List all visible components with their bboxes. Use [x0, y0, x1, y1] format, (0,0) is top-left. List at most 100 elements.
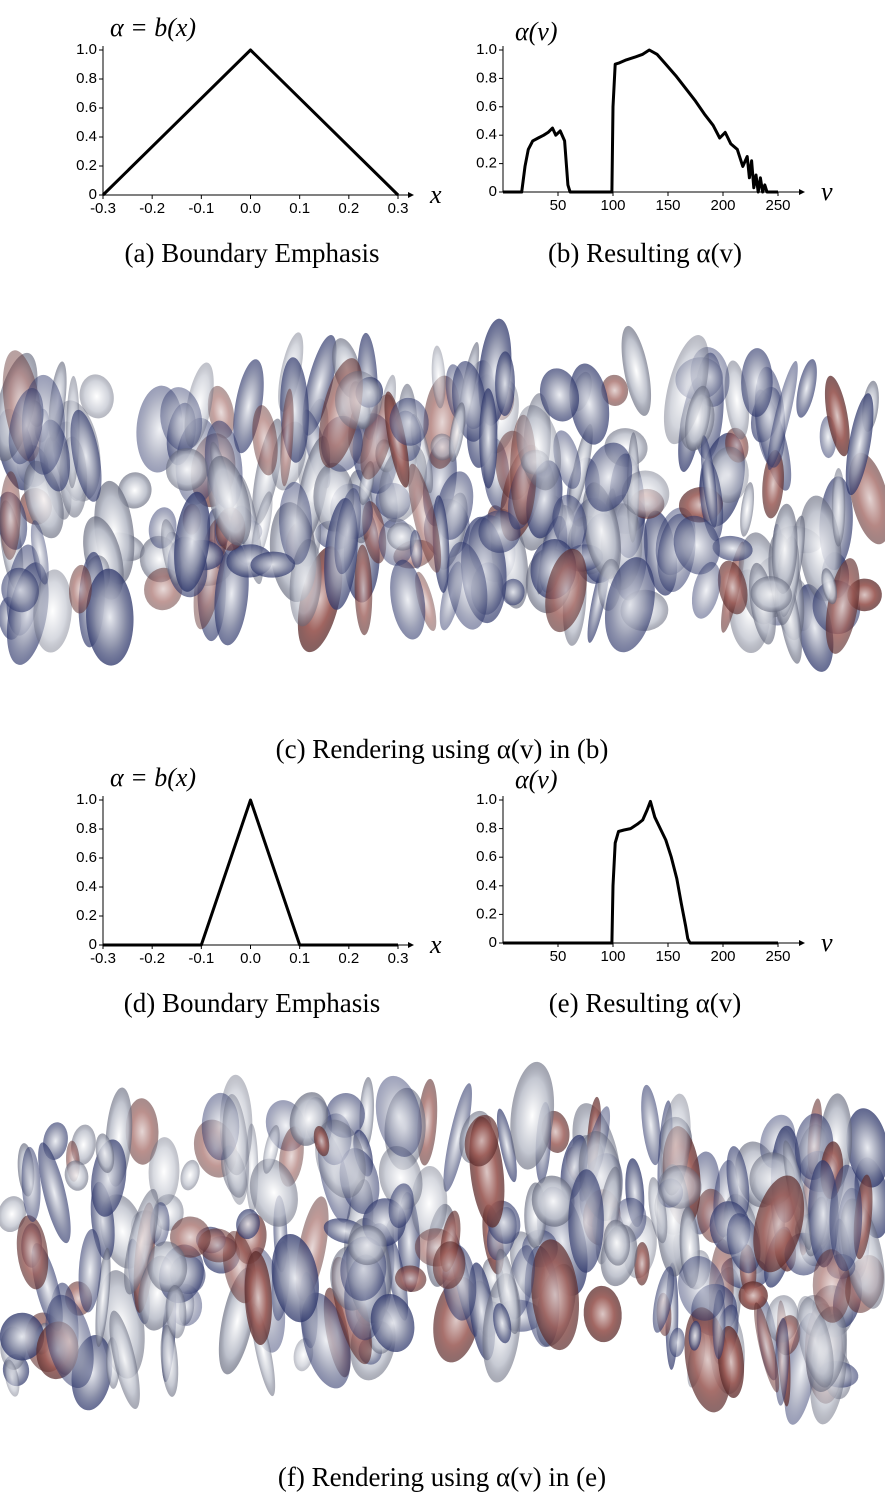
- rendering-blob: [207, 455, 252, 546]
- rendering-blob: [601, 374, 629, 406]
- rendering-blob: [740, 482, 755, 537]
- y-tick-label: 0.8: [476, 820, 497, 837]
- x-axis-label: x: [429, 930, 442, 959]
- y-tick-label: 0.2: [76, 907, 97, 924]
- rendering-blob: [762, 449, 784, 519]
- rendering-blob: [165, 1285, 187, 1339]
- y-tick-label: 0.4: [476, 126, 497, 143]
- y-tick-label: 0.4: [476, 877, 497, 894]
- rendering-blob: [354, 544, 373, 636]
- x-tick-label: 0.1: [289, 200, 310, 217]
- x-tick-label: 0.3: [388, 950, 409, 967]
- x-tick-label: -0.1: [188, 950, 214, 967]
- rendering-blob: [432, 1241, 466, 1289]
- rendering-blob: [738, 1281, 768, 1310]
- rendering-blob: [495, 1248, 520, 1335]
- rendering-blob: [388, 1183, 414, 1228]
- rendering: [0, 318, 885, 672]
- rendering-blob: [64, 1160, 89, 1191]
- x-tick-label: -0.2: [139, 950, 165, 967]
- rendering-blob: [78, 1228, 102, 1313]
- rendering-blob: [236, 1208, 260, 1240]
- rendering-blob: [657, 1165, 702, 1209]
- rendering-blob: [271, 1233, 319, 1323]
- rendering-blob: [68, 564, 92, 614]
- rendering-blob: [669, 1327, 685, 1358]
- rendering-blob: [663, 335, 709, 445]
- rendering-blob: [493, 1303, 512, 1344]
- rendering-blob: [180, 1159, 200, 1191]
- rendering-blob: [169, 1216, 211, 1258]
- rendering-blob: [726, 1213, 761, 1274]
- rendering-blob: [0, 1312, 45, 1361]
- rendering-blob: [501, 578, 525, 606]
- rendering-blob: [831, 468, 846, 547]
- rendering-blob: [148, 1137, 180, 1206]
- chart: α = b(x) x (a) Boundary Emphasis 0 0.2 0.4 0.6…: [76, 13, 442, 268]
- chart-caption: (d) Boundary Emphasis: [124, 988, 380, 1018]
- rendering-blob: [279, 481, 312, 565]
- y-tick-label: 0: [489, 934, 497, 951]
- rendering-blob: [124, 1188, 159, 1295]
- x-tick-label: 150: [655, 197, 680, 214]
- rendering-blob: [125, 1098, 159, 1165]
- rendering-blob: [621, 470, 670, 518]
- rendering-blob: [753, 1175, 805, 1273]
- rendering-blob: [4, 1359, 20, 1397]
- y-tick-label: 0.4: [76, 878, 97, 895]
- rendering-blob: [347, 1225, 387, 1266]
- rendering-blob: [38, 1142, 71, 1244]
- y-tick-label: 1.0: [76, 41, 97, 58]
- rendering-blob: [717, 560, 748, 615]
- rendering-blob: [359, 1077, 374, 1150]
- rendering-blob: [641, 1084, 661, 1166]
- rendering-blob: [516, 405, 562, 491]
- y-tick-label: 0.6: [76, 99, 97, 116]
- rendering-blob: [688, 1320, 702, 1351]
- rendering-blob: [370, 1293, 415, 1353]
- y-tick-label: 1.0: [476, 41, 497, 58]
- y-tick-label: 0: [89, 186, 97, 203]
- x-tick-label: 250: [765, 197, 790, 214]
- rendering-blob: [726, 1146, 750, 1218]
- rendering-blob: [95, 1133, 115, 1173]
- rendering-blob: [244, 1250, 273, 1346]
- rendering-blob: [280, 388, 294, 487]
- rendering-blob: [583, 1285, 622, 1343]
- x-tick-label: 0.0: [240, 200, 261, 217]
- chart-title: α = b(x): [110, 763, 196, 792]
- rendering-blob: [174, 491, 211, 592]
- rendering-blob: [79, 374, 114, 419]
- rendering-blob: [678, 1256, 725, 1321]
- y-tick-label: 0.8: [476, 69, 497, 86]
- x-tick-label: 0.1: [289, 950, 310, 967]
- x-tick-label: 0.0: [240, 950, 261, 967]
- rendering-blob: [539, 368, 580, 422]
- rendering-blob: [21, 1146, 41, 1222]
- rendering-blob: [8, 387, 44, 465]
- rendering-blob: [585, 442, 633, 512]
- figure-caption: (f) Rendering using α(v) in (e): [278, 1462, 606, 1492]
- rendering-blob: [448, 402, 466, 463]
- rendering-blob: [846, 1108, 885, 1188]
- rendering-blob: [109, 1310, 140, 1410]
- x-tick-label: 100: [600, 948, 625, 965]
- x-axis-label: x: [429, 180, 442, 209]
- axis-arrow: [799, 940, 805, 946]
- rendering-blob: [767, 360, 798, 471]
- rendering-blob: [45, 1294, 94, 1389]
- rendering-blob: [741, 348, 773, 417]
- y-tick-label: 1.0: [476, 791, 497, 808]
- x-tick-label: 50: [550, 948, 567, 965]
- rendering-blob: [552, 494, 587, 550]
- rendering-blob: [70, 409, 102, 502]
- x-tick-label: 0.2: [338, 950, 359, 967]
- y-tick-label: 0.8: [76, 70, 97, 87]
- rendering-blob: [0, 471, 21, 560]
- rendering-blob: [431, 345, 446, 409]
- chart-caption: (b) Resulting α(v): [548, 238, 742, 268]
- data-line: [503, 799, 778, 945]
- rendering-blob: [604, 557, 655, 653]
- x-tick-label: 150: [655, 948, 680, 965]
- rendering-blob: [395, 1265, 427, 1292]
